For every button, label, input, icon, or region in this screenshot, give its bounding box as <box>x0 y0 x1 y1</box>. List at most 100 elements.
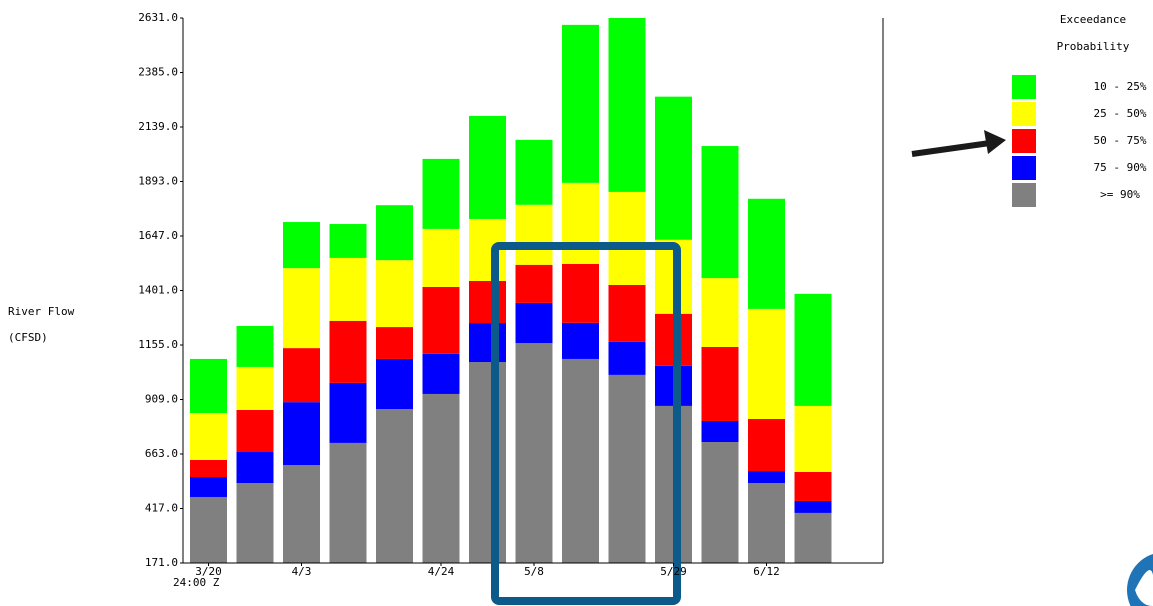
y-tick-label: 1647.0 <box>138 229 178 242</box>
legend-label: >= 90% <box>1100 188 1140 201</box>
bar-segment <box>469 323 506 363</box>
bar-segment <box>701 346 739 421</box>
bar-segment <box>422 158 460 229</box>
bar-segment <box>329 382 367 443</box>
y-axis-label: River Flow <box>8 305 75 318</box>
bar-segment <box>515 139 553 205</box>
bar-segment <box>562 263 599 323</box>
bar-segment <box>562 358 599 563</box>
bar-segment <box>329 224 367 258</box>
arrow <box>911 140 991 157</box>
y-tick-label: 663.0 <box>145 447 178 460</box>
bar-segment <box>283 222 320 269</box>
bar-segment <box>794 512 832 563</box>
bar-segment <box>190 459 227 478</box>
bar-segment <box>422 353 460 394</box>
time-label: 24:00 Z <box>173 576 220 589</box>
y-tick-label: 1893.0 <box>138 175 178 188</box>
bar-segment <box>236 409 274 453</box>
bar-segment <box>190 358 227 414</box>
bar-segment <box>515 302 553 344</box>
bar-segment <box>515 264 553 303</box>
legend-label: 50 - 75% <box>1094 134 1147 147</box>
bar-segment <box>608 374 646 563</box>
bar-segment <box>701 146 739 279</box>
bar-segment <box>748 483 785 563</box>
bar-segment <box>608 191 646 285</box>
bar-segment <box>236 366 274 410</box>
bar-segment <box>422 393 460 563</box>
bar-segment <box>701 442 739 563</box>
bar-segment <box>329 442 367 563</box>
y-tick-label: 1401.0 <box>138 284 178 297</box>
bar-segment <box>469 280 506 324</box>
x-tick-label: 3/20 <box>195 565 222 578</box>
bar-segment <box>376 327 413 359</box>
legend-swatch <box>1012 183 1036 207</box>
bar-segment <box>794 500 832 513</box>
legend-label: 10 - 25% <box>1094 80 1147 93</box>
bar-segment <box>748 471 785 484</box>
y-tick-label: 2631.0 <box>138 11 178 24</box>
bar-segment <box>608 18 646 192</box>
bar-segment <box>283 465 320 563</box>
bar-segment <box>794 293 832 406</box>
bar-segment <box>190 496 227 563</box>
bar-segment <box>748 418 785 472</box>
x-tick-label: 5/8 <box>524 565 544 578</box>
y-tick-label: 417.0 <box>145 502 178 515</box>
highlight-box <box>491 242 681 605</box>
x-tick-label: 5/29 <box>660 565 687 578</box>
y-tick-label: 2385.0 <box>138 66 178 79</box>
bar-segment <box>562 322 599 359</box>
bar-segment <box>376 358 413 410</box>
bar-segment <box>608 341 646 375</box>
bar-segment <box>655 96 692 240</box>
legend-title: Probability <box>1057 40 1130 53</box>
bar-segment <box>515 343 553 563</box>
bar-segment <box>469 362 506 563</box>
bar-segment <box>329 320 367 383</box>
bar-segment <box>376 205 413 261</box>
bar-segment <box>190 477 227 497</box>
legend-title: Exceedance <box>1060 13 1126 26</box>
bar-segment <box>748 198 785 309</box>
bar-segment <box>283 402 320 466</box>
y-tick-label: 909.0 <box>145 393 178 406</box>
bar-segment <box>701 420 739 443</box>
bar-segment <box>515 204 553 265</box>
legend-label: 75 - 90% <box>1094 161 1147 174</box>
y-tick-label: 2139.0 <box>138 120 178 133</box>
x-tick-label: 4/24 <box>428 565 455 578</box>
bar-segment <box>422 228 460 287</box>
logo-mark <box>1135 570 1153 606</box>
bar-segment <box>562 24 599 183</box>
y-tick-label: 1155.0 <box>138 338 178 351</box>
bar-segment <box>469 115 506 219</box>
legend-swatch <box>1012 102 1036 126</box>
bar-segment <box>701 278 739 347</box>
arrow-head <box>984 130 1006 154</box>
bar-segment <box>283 348 320 403</box>
x-tick-label: 4/3 <box>292 565 312 578</box>
plot <box>190 18 832 563</box>
bar-segment <box>608 284 646 342</box>
legend-swatch <box>1012 75 1036 99</box>
bar-segment <box>283 268 320 349</box>
bar-segment <box>748 308 785 419</box>
legend-label: 25 - 50% <box>1094 107 1147 120</box>
bar-segment <box>562 182 599 264</box>
y-axis-label: (CFSD) <box>8 331 48 344</box>
bar-segment <box>329 257 367 321</box>
bar-segment <box>794 405 832 472</box>
x-tick-label: 6/12 <box>753 565 780 578</box>
bar-segment <box>236 452 274 484</box>
bar-segment <box>376 260 413 328</box>
legend-swatch <box>1012 129 1036 153</box>
bar-segment <box>190 413 227 460</box>
bar-segment <box>236 325 274 367</box>
y-tick-label: 171.0 <box>145 556 178 569</box>
legend-swatch <box>1012 156 1036 180</box>
bar-segment <box>236 483 274 563</box>
